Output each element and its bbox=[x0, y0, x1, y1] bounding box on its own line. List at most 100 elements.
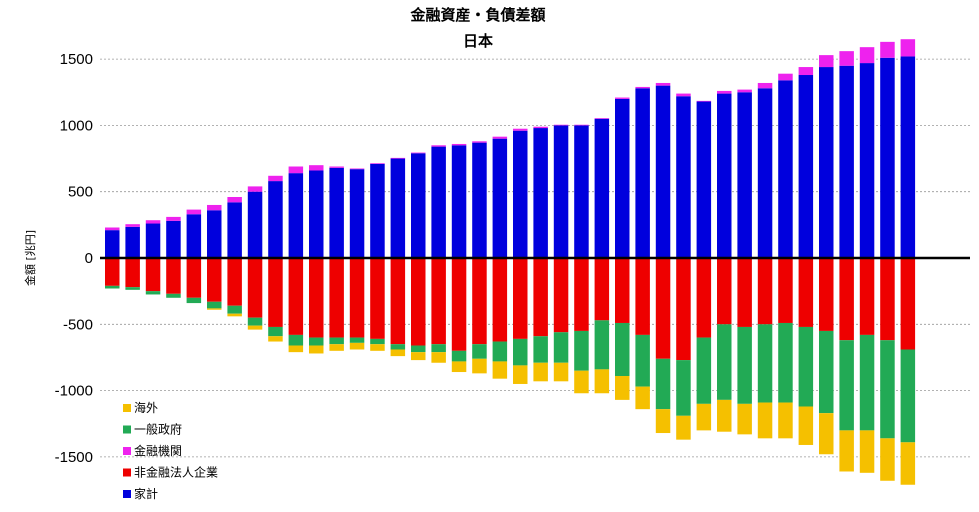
bar-segment bbox=[431, 258, 446, 345]
bar-segment bbox=[329, 166, 344, 168]
bar-segment bbox=[227, 202, 242, 258]
bar-segment bbox=[513, 365, 528, 384]
bar-segment bbox=[451, 361, 467, 373]
bar-segment bbox=[309, 337, 324, 346]
bar-segment bbox=[615, 258, 630, 323]
bar-segment bbox=[798, 326, 814, 407]
bar-segment bbox=[227, 258, 242, 306]
bar-segment bbox=[370, 338, 385, 345]
bar-segment bbox=[288, 173, 304, 258]
bar-segment bbox=[268, 258, 283, 327]
bar-segment bbox=[309, 170, 324, 258]
bar-segment bbox=[288, 166, 304, 174]
bar-segment bbox=[757, 402, 773, 439]
bar-segment bbox=[553, 362, 569, 382]
bar-segment bbox=[880, 258, 895, 341]
bar-segment bbox=[717, 399, 732, 432]
bar-segment bbox=[859, 334, 875, 431]
bar-segment bbox=[268, 336, 283, 342]
bar-segment bbox=[900, 258, 916, 350]
bar-segment bbox=[309, 345, 324, 354]
bar-segment bbox=[411, 352, 426, 361]
bar-segment bbox=[615, 98, 630, 258]
bar-segment bbox=[859, 258, 875, 335]
bar-segment bbox=[778, 402, 793, 439]
bar-segment bbox=[859, 47, 875, 64]
bar-segment bbox=[839, 65, 854, 258]
bar-segment bbox=[288, 345, 304, 353]
bar-segment bbox=[696, 337, 712, 404]
bar-segment bbox=[268, 181, 283, 258]
bar-segment bbox=[880, 438, 895, 481]
y-tick-label: 500 bbox=[68, 184, 93, 201]
bar-segment bbox=[574, 258, 589, 331]
bar-segment bbox=[819, 67, 834, 258]
bar-segment bbox=[411, 345, 426, 353]
bar-segment bbox=[533, 362, 548, 382]
bar-segment bbox=[880, 340, 895, 439]
bar-segment bbox=[717, 258, 732, 325]
bar-segment bbox=[594, 118, 610, 259]
bar-segment bbox=[472, 344, 487, 359]
bar-segment bbox=[574, 330, 589, 371]
bar-segment bbox=[655, 258, 671, 359]
bar-segment bbox=[594, 258, 610, 321]
bar-segment bbox=[145, 223, 161, 258]
bar-segment bbox=[349, 337, 365, 343]
y-tick-label: -1000 bbox=[55, 383, 93, 400]
bar-segment bbox=[513, 130, 528, 258]
y-tick-label: 0 bbox=[85, 250, 93, 267]
bar-segment bbox=[390, 258, 406, 345]
bar-segment bbox=[186, 297, 202, 304]
bar-segment bbox=[615, 322, 630, 377]
bar-segment bbox=[655, 82, 671, 86]
y-tick-label: 1500 bbox=[60, 51, 93, 68]
bar-segment bbox=[472, 358, 487, 374]
bar-segment bbox=[288, 334, 304, 346]
bar-segment bbox=[349, 168, 365, 170]
bar-segment bbox=[329, 337, 344, 345]
bar-segment bbox=[839, 258, 854, 341]
legend-swatch bbox=[123, 425, 131, 434]
bar-segment bbox=[676, 93, 691, 97]
bar-segment bbox=[737, 403, 752, 435]
bar-segment bbox=[349, 258, 365, 338]
bar-segment bbox=[329, 258, 344, 338]
legend-label: 一般政府 bbox=[134, 422, 182, 437]
bar-segment bbox=[492, 138, 508, 258]
bar-segment bbox=[247, 186, 263, 192]
bar-segment bbox=[492, 341, 508, 362]
bar-segment bbox=[370, 258, 385, 339]
bar-segment bbox=[839, 430, 854, 472]
bar-segment bbox=[472, 142, 487, 258]
bar-segment bbox=[105, 285, 120, 289]
bar-segment bbox=[635, 86, 650, 89]
bar-segment bbox=[186, 209, 202, 215]
bar-segment bbox=[880, 41, 895, 58]
bar-segment bbox=[757, 258, 773, 325]
legend-swatch bbox=[123, 404, 131, 412]
bar-segment bbox=[125, 226, 140, 258]
y-tick-label: 1000 bbox=[60, 117, 93, 134]
bar-segment bbox=[411, 153, 426, 258]
bar-segment bbox=[574, 124, 589, 126]
bar-segment bbox=[207, 204, 222, 211]
bar-segment bbox=[635, 258, 650, 335]
bar-segment bbox=[594, 320, 610, 370]
bar-segment bbox=[370, 163, 385, 164]
bar-segment bbox=[390, 157, 406, 159]
bar-segment bbox=[533, 126, 548, 129]
bar-segment bbox=[635, 88, 650, 258]
bar-segment bbox=[574, 370, 589, 394]
bar-segment bbox=[370, 163, 385, 258]
legend-swatch bbox=[123, 468, 131, 477]
bar-segment bbox=[247, 191, 263, 258]
bar-segment bbox=[227, 313, 242, 317]
bar-segment bbox=[492, 361, 508, 379]
bar-segment bbox=[227, 197, 242, 203]
bar-segment bbox=[125, 287, 140, 290]
bar-segment bbox=[635, 334, 650, 387]
bar-segment bbox=[900, 39, 916, 57]
